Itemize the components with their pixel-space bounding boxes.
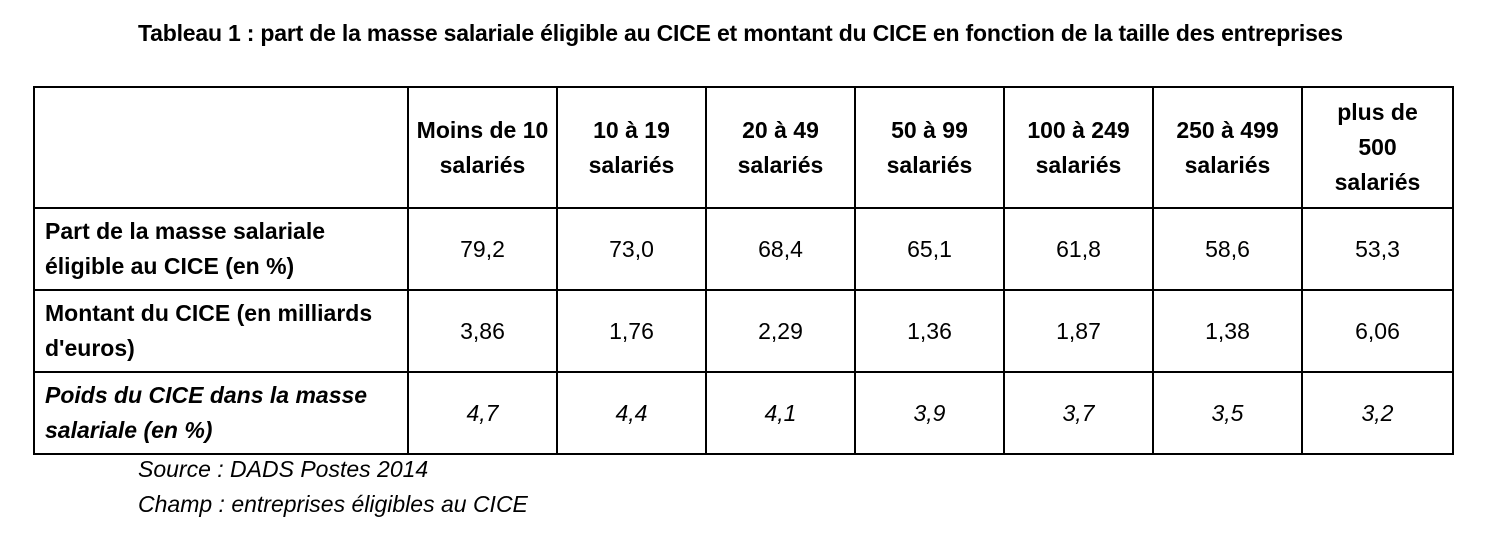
table-cell: 3,86: [407, 289, 558, 373]
table-cell: 1,36: [854, 289, 1005, 373]
column-header: 10 à 19 salariés: [556, 86, 707, 209]
table-row: Poids du CICE dans la masse salariale (e…: [33, 371, 1454, 455]
corner-cell: [33, 86, 409, 209]
column-header: Moins de 10 salariés: [407, 86, 558, 209]
table-cell: 3,2: [1301, 371, 1454, 455]
table-cell: 3,5: [1152, 371, 1303, 455]
table-row: Montant du CICE (en milliards d'euros) 3…: [33, 289, 1454, 373]
table-title: Tableau 1 : part de la masse salariale é…: [138, 20, 1343, 46]
row-label: Montant du CICE (en milliards d'euros): [33, 289, 409, 373]
column-header: 20 à 49 salariés: [705, 86, 856, 209]
table-cell: 79,2: [407, 207, 558, 291]
table-cell: 58,6: [1152, 207, 1303, 291]
table-cell: 53,3: [1301, 207, 1454, 291]
table-row: Part de la masse salariale éligible au C…: [33, 207, 1454, 291]
table-cell: 3,9: [854, 371, 1005, 455]
table-cell: 1,87: [1003, 289, 1154, 373]
row-label: Part de la masse salariale éligible au C…: [33, 207, 409, 291]
table-cell: 1,38: [1152, 289, 1303, 373]
row-label: Poids du CICE dans la masse salariale (e…: [33, 371, 409, 455]
table-cell: 4,4: [556, 371, 707, 455]
table-cell: 73,0: [556, 207, 707, 291]
table-cell: 4,1: [705, 371, 856, 455]
column-header: 50 à 99 salariés: [854, 86, 1005, 209]
column-header: 100 à 249 salariés: [1003, 86, 1154, 209]
column-header: plus de 500 salariés: [1301, 86, 1454, 209]
column-header: 250 à 499 salariés: [1152, 86, 1303, 209]
table-cell: 1,76: [556, 289, 707, 373]
source-note: Source : DADS Postes 2014: [138, 456, 429, 482]
header-row: Moins de 10 salariés 10 à 19 salariés 20…: [33, 86, 1454, 209]
table-cell: 68,4: [705, 207, 856, 291]
table-cell: 61,8: [1003, 207, 1154, 291]
table-cell: 4,7: [407, 371, 558, 455]
table-cell: 65,1: [854, 207, 1005, 291]
data-table: Moins de 10 salariés 10 à 19 salariés 20…: [33, 86, 1454, 455]
table-cell: 3,7: [1003, 371, 1154, 455]
scope-note: Champ : entreprises éligibles au CICE: [138, 491, 528, 517]
table-cell: 6,06: [1301, 289, 1454, 373]
table-cell: 2,29: [705, 289, 856, 373]
